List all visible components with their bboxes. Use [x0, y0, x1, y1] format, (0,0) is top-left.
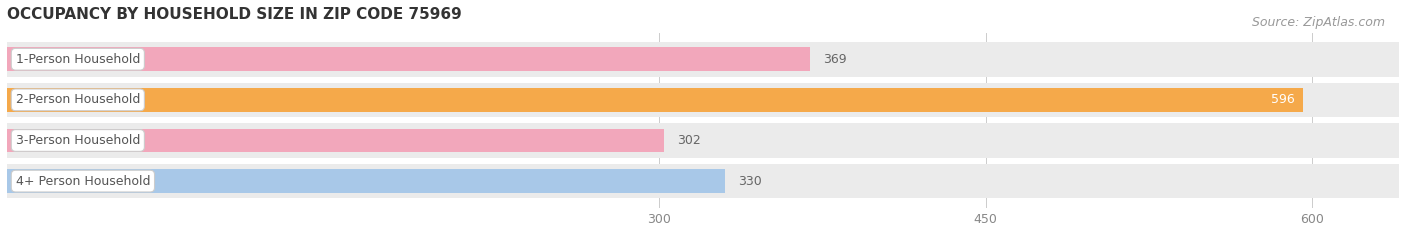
Text: 369: 369 — [823, 53, 846, 66]
Text: 596: 596 — [1271, 93, 1295, 106]
Text: 330: 330 — [738, 175, 762, 188]
Text: 2-Person Household: 2-Person Household — [15, 93, 141, 106]
Text: 3-Person Household: 3-Person Household — [15, 134, 141, 147]
Bar — [7, 82, 1399, 117]
Bar — [7, 164, 1399, 198]
Bar — [7, 88, 1303, 112]
Bar — [7, 169, 724, 193]
Text: 4+ Person Household: 4+ Person Household — [15, 175, 150, 188]
Text: OCCUPANCY BY HOUSEHOLD SIZE IN ZIP CODE 75969: OCCUPANCY BY HOUSEHOLD SIZE IN ZIP CODE … — [7, 7, 461, 22]
Bar — [7, 123, 1399, 158]
Text: 302: 302 — [676, 134, 700, 147]
Text: 1-Person Household: 1-Person Household — [15, 53, 141, 66]
Bar — [7, 48, 810, 71]
Bar — [7, 129, 664, 152]
Bar — [7, 42, 1399, 76]
Text: Source: ZipAtlas.com: Source: ZipAtlas.com — [1251, 16, 1385, 29]
